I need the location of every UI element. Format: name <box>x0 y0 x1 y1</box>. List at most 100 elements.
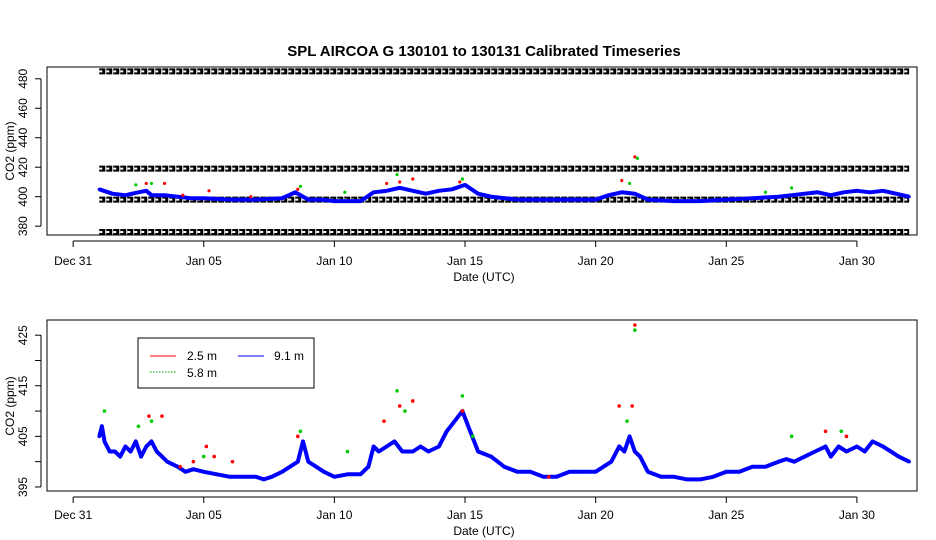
data-point-9-1-m <box>97 434 102 439</box>
data-point-9-1-m <box>170 462 175 466</box>
data-point-2-5-m <box>296 187 300 191</box>
data-point-9-1-m <box>792 459 797 464</box>
data-point-9-1-m <box>907 195 911 199</box>
data-point-9-1-m <box>176 195 180 199</box>
data-point-9-1-m <box>110 192 114 196</box>
data-point-9-1-m <box>659 475 663 479</box>
data-point-9-1-m <box>737 469 742 474</box>
data-point-5-8-m <box>460 177 465 181</box>
data-point-2-5-m <box>397 404 402 408</box>
data-point-5-8-m <box>471 434 475 439</box>
data-point-9-1-m <box>646 469 650 474</box>
data-point-9-1-m <box>254 475 258 479</box>
data-point-9-1-m <box>371 444 376 449</box>
data-point-9-1-m <box>139 454 143 459</box>
data-point-9-1-m <box>113 449 117 454</box>
data-point-2-5-m <box>178 464 183 469</box>
data-point-9-1-m <box>609 459 614 464</box>
data-point-5-8-m <box>789 186 794 190</box>
data-point-9-1-m <box>314 464 318 469</box>
data-point-2-5-m <box>398 180 402 184</box>
data-point-2-5-m <box>162 181 167 186</box>
data-point-9-1-m <box>889 449 893 454</box>
data-point-9-1-m <box>896 454 901 459</box>
data-point-9-1-m <box>894 192 898 196</box>
top-data-series <box>97 155 911 204</box>
data-point-9-1-m <box>816 190 820 194</box>
data-point-5-8-m <box>395 172 399 177</box>
x-tick-label: Jan 30 <box>839 508 875 522</box>
data-point-2-5-m <box>630 404 635 408</box>
x-tick-label: Jan 15 <box>447 254 483 268</box>
data-point-5-8-m <box>201 454 206 459</box>
data-point-9-1-m <box>107 449 112 454</box>
data-point-5-8-m <box>298 429 303 434</box>
data-point-2-5-m <box>181 193 185 197</box>
legend-label-5-8m: 5.8 m <box>187 366 217 380</box>
y-tick-label: 405 <box>16 426 30 446</box>
legend-box <box>137 337 315 389</box>
data-point-9-1-m <box>724 198 728 202</box>
data-point-9-1-m <box>638 454 642 459</box>
data-point-9-1-m <box>554 475 559 479</box>
x-tick-label: Jan 05 <box>186 508 222 522</box>
data-point-9-1-m <box>593 469 598 474</box>
data-point-2-5-m <box>620 178 624 183</box>
data-point-9-1-m <box>823 444 828 449</box>
data-point-2-5-m <box>458 180 462 184</box>
data-point-2-5-m <box>411 177 415 181</box>
data-point-5-8-m <box>763 190 768 194</box>
data-point-5-8-m <box>403 409 407 413</box>
data-point-9-1-m <box>306 198 310 202</box>
chart-title: SPL AIRCOA G 130101 to 130131 Calibrated… <box>287 43 681 60</box>
legend-label-9-1m: 9.1 m <box>274 349 304 363</box>
data-point-9-1-m <box>241 475 245 479</box>
data-point-9-1-m <box>844 449 849 454</box>
y-tick-label: 380 <box>16 216 30 236</box>
x-tick-label: Dec 31 <box>54 254 92 268</box>
bottom-y-axis: 395 405 415 425 <box>16 325 42 497</box>
data-point-9-1-m <box>711 475 716 479</box>
data-point-9-1-m <box>580 469 585 474</box>
data-point-9-1-m <box>789 193 794 197</box>
x-tick-label: Jan 10 <box>316 254 352 268</box>
x-tick-label: Jan 30 <box>839 254 875 268</box>
data-point-9-1-m <box>881 444 885 449</box>
data-point-9-1-m <box>515 198 519 202</box>
data-point-9-1-m <box>411 189 415 193</box>
data-point-9-1-m <box>776 195 781 199</box>
data-point-5-8-m <box>298 184 303 188</box>
data-point-9-1-m <box>862 449 867 454</box>
data-point-9-1-m <box>776 459 781 464</box>
data-point-9-1-m <box>594 198 598 202</box>
data-point-5-8-m <box>628 181 632 186</box>
y-tick-label: 425 <box>16 325 30 345</box>
data-point-9-1-m <box>698 199 702 203</box>
data-point-9-1-m <box>228 475 232 479</box>
data-point-2-5-m <box>144 181 148 186</box>
data-point-5-8-m <box>460 394 465 398</box>
data-point-9-1-m <box>160 454 164 459</box>
data-point-2-5-m <box>249 195 253 199</box>
data-point-9-1-m <box>424 192 428 196</box>
data-point-9-1-m <box>128 449 133 454</box>
data-point-9-1-m <box>617 444 621 449</box>
data-point-9-1-m <box>183 469 188 474</box>
data-point-9-1-m <box>489 454 493 459</box>
data-point-5-8-m <box>102 409 107 413</box>
y-tick-label: 400 <box>16 186 30 206</box>
bottom-x-axis-label: Date (UTC) <box>453 524 514 538</box>
data-point-9-1-m <box>228 198 232 202</box>
data-point-5-8-m <box>625 419 629 423</box>
data-point-5-8-m <box>134 183 138 187</box>
data-point-9-1-m <box>175 464 180 469</box>
y-tick-label: 395 <box>16 477 30 497</box>
data-point-2-5-m <box>410 399 415 403</box>
data-point-9-1-m <box>149 439 154 444</box>
bottom-x-axis: Dec 31 Jan 05 Jan 10 Jan 15 Jan 20 Jan 25 Jan … <box>54 496 875 522</box>
data-point-9-1-m <box>306 459 311 464</box>
data-point-9-1-m <box>162 193 167 197</box>
data-point-9-1-m <box>319 198 323 202</box>
data-point-9-1-m <box>426 449 431 454</box>
